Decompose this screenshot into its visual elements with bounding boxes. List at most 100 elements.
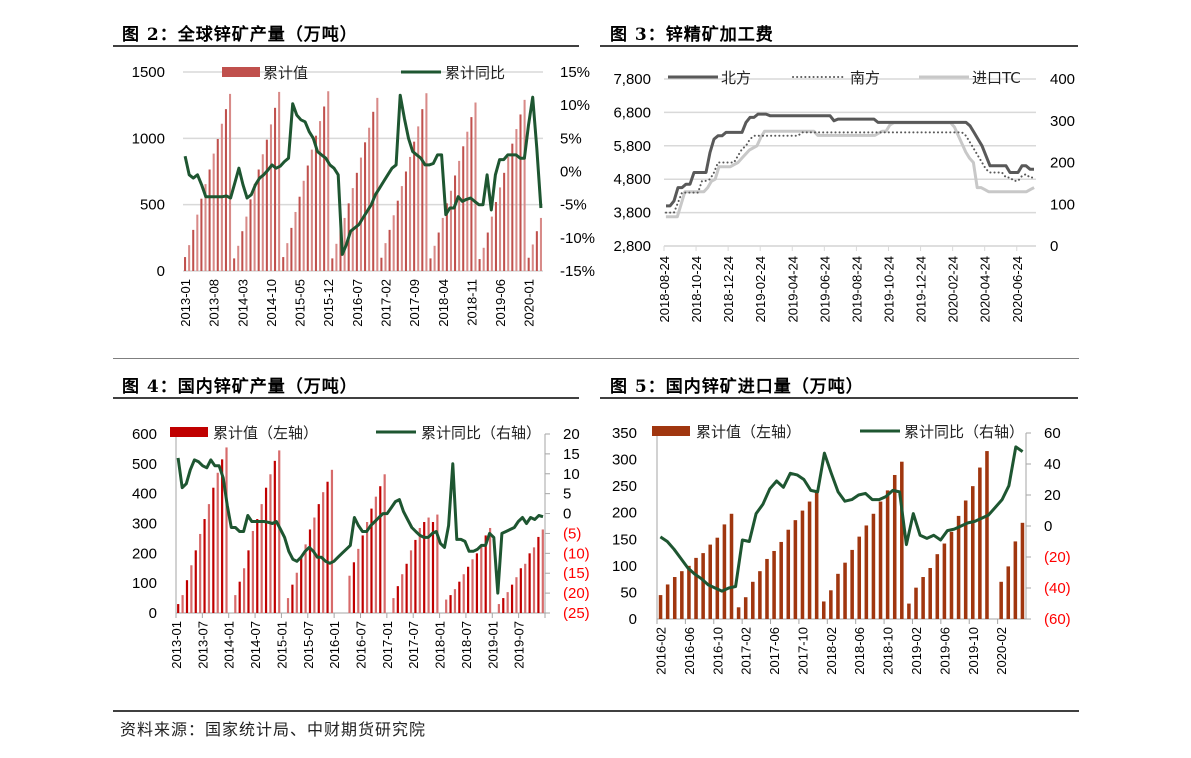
bar (478, 259, 481, 271)
bar (204, 184, 207, 271)
bar (212, 153, 215, 271)
bar (921, 577, 925, 619)
bar (388, 229, 391, 271)
y-left-tick-label: 350 (612, 425, 637, 442)
bar (313, 517, 316, 613)
bar (531, 244, 534, 271)
bar (687, 565, 691, 619)
bar (339, 229, 342, 271)
bar (441, 217, 444, 271)
bar (225, 447, 228, 613)
legend-swatch-bar (652, 426, 690, 436)
x-tick-label: 2016-07 (354, 621, 369, 669)
bar (535, 231, 538, 271)
bar (532, 547, 536, 613)
bar (286, 598, 290, 613)
y-right-tick-label: (5) (563, 525, 581, 542)
bar (261, 154, 264, 271)
bar (192, 229, 195, 271)
bar (488, 527, 492, 613)
bar (291, 584, 294, 613)
bar (256, 519, 259, 613)
x-tick-label: 2018-01 (433, 621, 448, 669)
x-tick-label: 2019-10-24 (881, 256, 896, 323)
bar (221, 459, 224, 613)
y-left-tick-label: 1000 (132, 130, 165, 147)
bar (238, 581, 241, 613)
x-tick-label: 2019-10 (966, 627, 981, 675)
fig3-legend: 北方 南方 进口TC (668, 69, 1021, 87)
bar (466, 131, 469, 271)
bar (335, 243, 338, 271)
y-right-tick-label: (20) (1044, 549, 1071, 566)
bar (458, 581, 461, 613)
y-right-tick-label: -10% (560, 230, 595, 247)
bar (474, 102, 477, 271)
y-right-tick-label: 20 (1044, 487, 1061, 504)
bar (524, 563, 527, 613)
legend-label: 进口TC (972, 69, 1021, 87)
bar (212, 487, 215, 613)
y-left-tick-label: 500 (132, 456, 157, 473)
bar (433, 245, 436, 271)
bar (503, 172, 506, 271)
bar (264, 487, 268, 613)
bar (425, 93, 428, 271)
source-note: 资料来源：国家统计局、中财期货研究院 (120, 720, 427, 739)
bar (368, 127, 371, 271)
bar (348, 575, 351, 613)
bar (743, 597, 748, 619)
legend-label: 北方 (721, 69, 751, 87)
y-left-tick-label: 7,800 (613, 71, 651, 88)
bar (200, 198, 203, 271)
y-right-tick-label: (10) (563, 545, 590, 562)
bar (396, 586, 399, 613)
x-tick-label: 2019-06 (493, 279, 508, 327)
y-left-tick-label: 200 (612, 505, 637, 522)
x-tick-label: 2017-02 (739, 627, 754, 675)
bar (1013, 541, 1018, 619)
yoy-line (183, 93, 543, 256)
x-tick-label: 2017-07 (406, 621, 421, 669)
bar (310, 149, 313, 271)
bar (247, 550, 250, 613)
bar (751, 581, 755, 619)
bar (502, 598, 505, 613)
bar (519, 568, 522, 613)
bar (511, 143, 514, 271)
x-tick-label: 2019-02-24 (753, 256, 768, 323)
bar (383, 474, 386, 613)
x-tick-label: 2014-03 (235, 279, 250, 327)
y-right-tick-label: 15% (560, 64, 590, 81)
bar (680, 571, 684, 619)
bar (486, 232, 489, 271)
bottom-rule (113, 710, 1079, 712)
x-tick-label: 2020-04-24 (978, 256, 993, 323)
bar (203, 519, 206, 613)
bar (185, 580, 189, 613)
bar (177, 604, 180, 613)
bar (935, 554, 940, 619)
bar (314, 135, 317, 271)
bar (224, 109, 227, 271)
bar (199, 533, 202, 613)
x-tick-label: 2015-07 (301, 621, 316, 669)
x-tick-label: 2013-01 (178, 279, 193, 327)
yoy-line (659, 445, 1024, 593)
bar (331, 258, 334, 271)
bar (384, 243, 387, 271)
x-tick-label: 2019-02 (909, 627, 924, 675)
bar (985, 451, 989, 619)
legend-label: 累计值（左轴） (213, 424, 318, 442)
bar (475, 553, 479, 613)
bar (850, 549, 854, 619)
bar (786, 529, 791, 619)
bar (829, 590, 833, 619)
y-left-tick-label: 0 (149, 605, 157, 622)
fig4-legend: 累计值（左轴） 累计同比（右轴） (170, 424, 541, 442)
y-right-tick-label: 0% (560, 164, 582, 181)
bar (519, 114, 522, 271)
fig3-title: 图 3：锌精矿加工费 (610, 25, 774, 45)
x-tick-label: 2019-06-24 (817, 256, 832, 323)
y-left-tick-label: 600 (132, 426, 157, 443)
